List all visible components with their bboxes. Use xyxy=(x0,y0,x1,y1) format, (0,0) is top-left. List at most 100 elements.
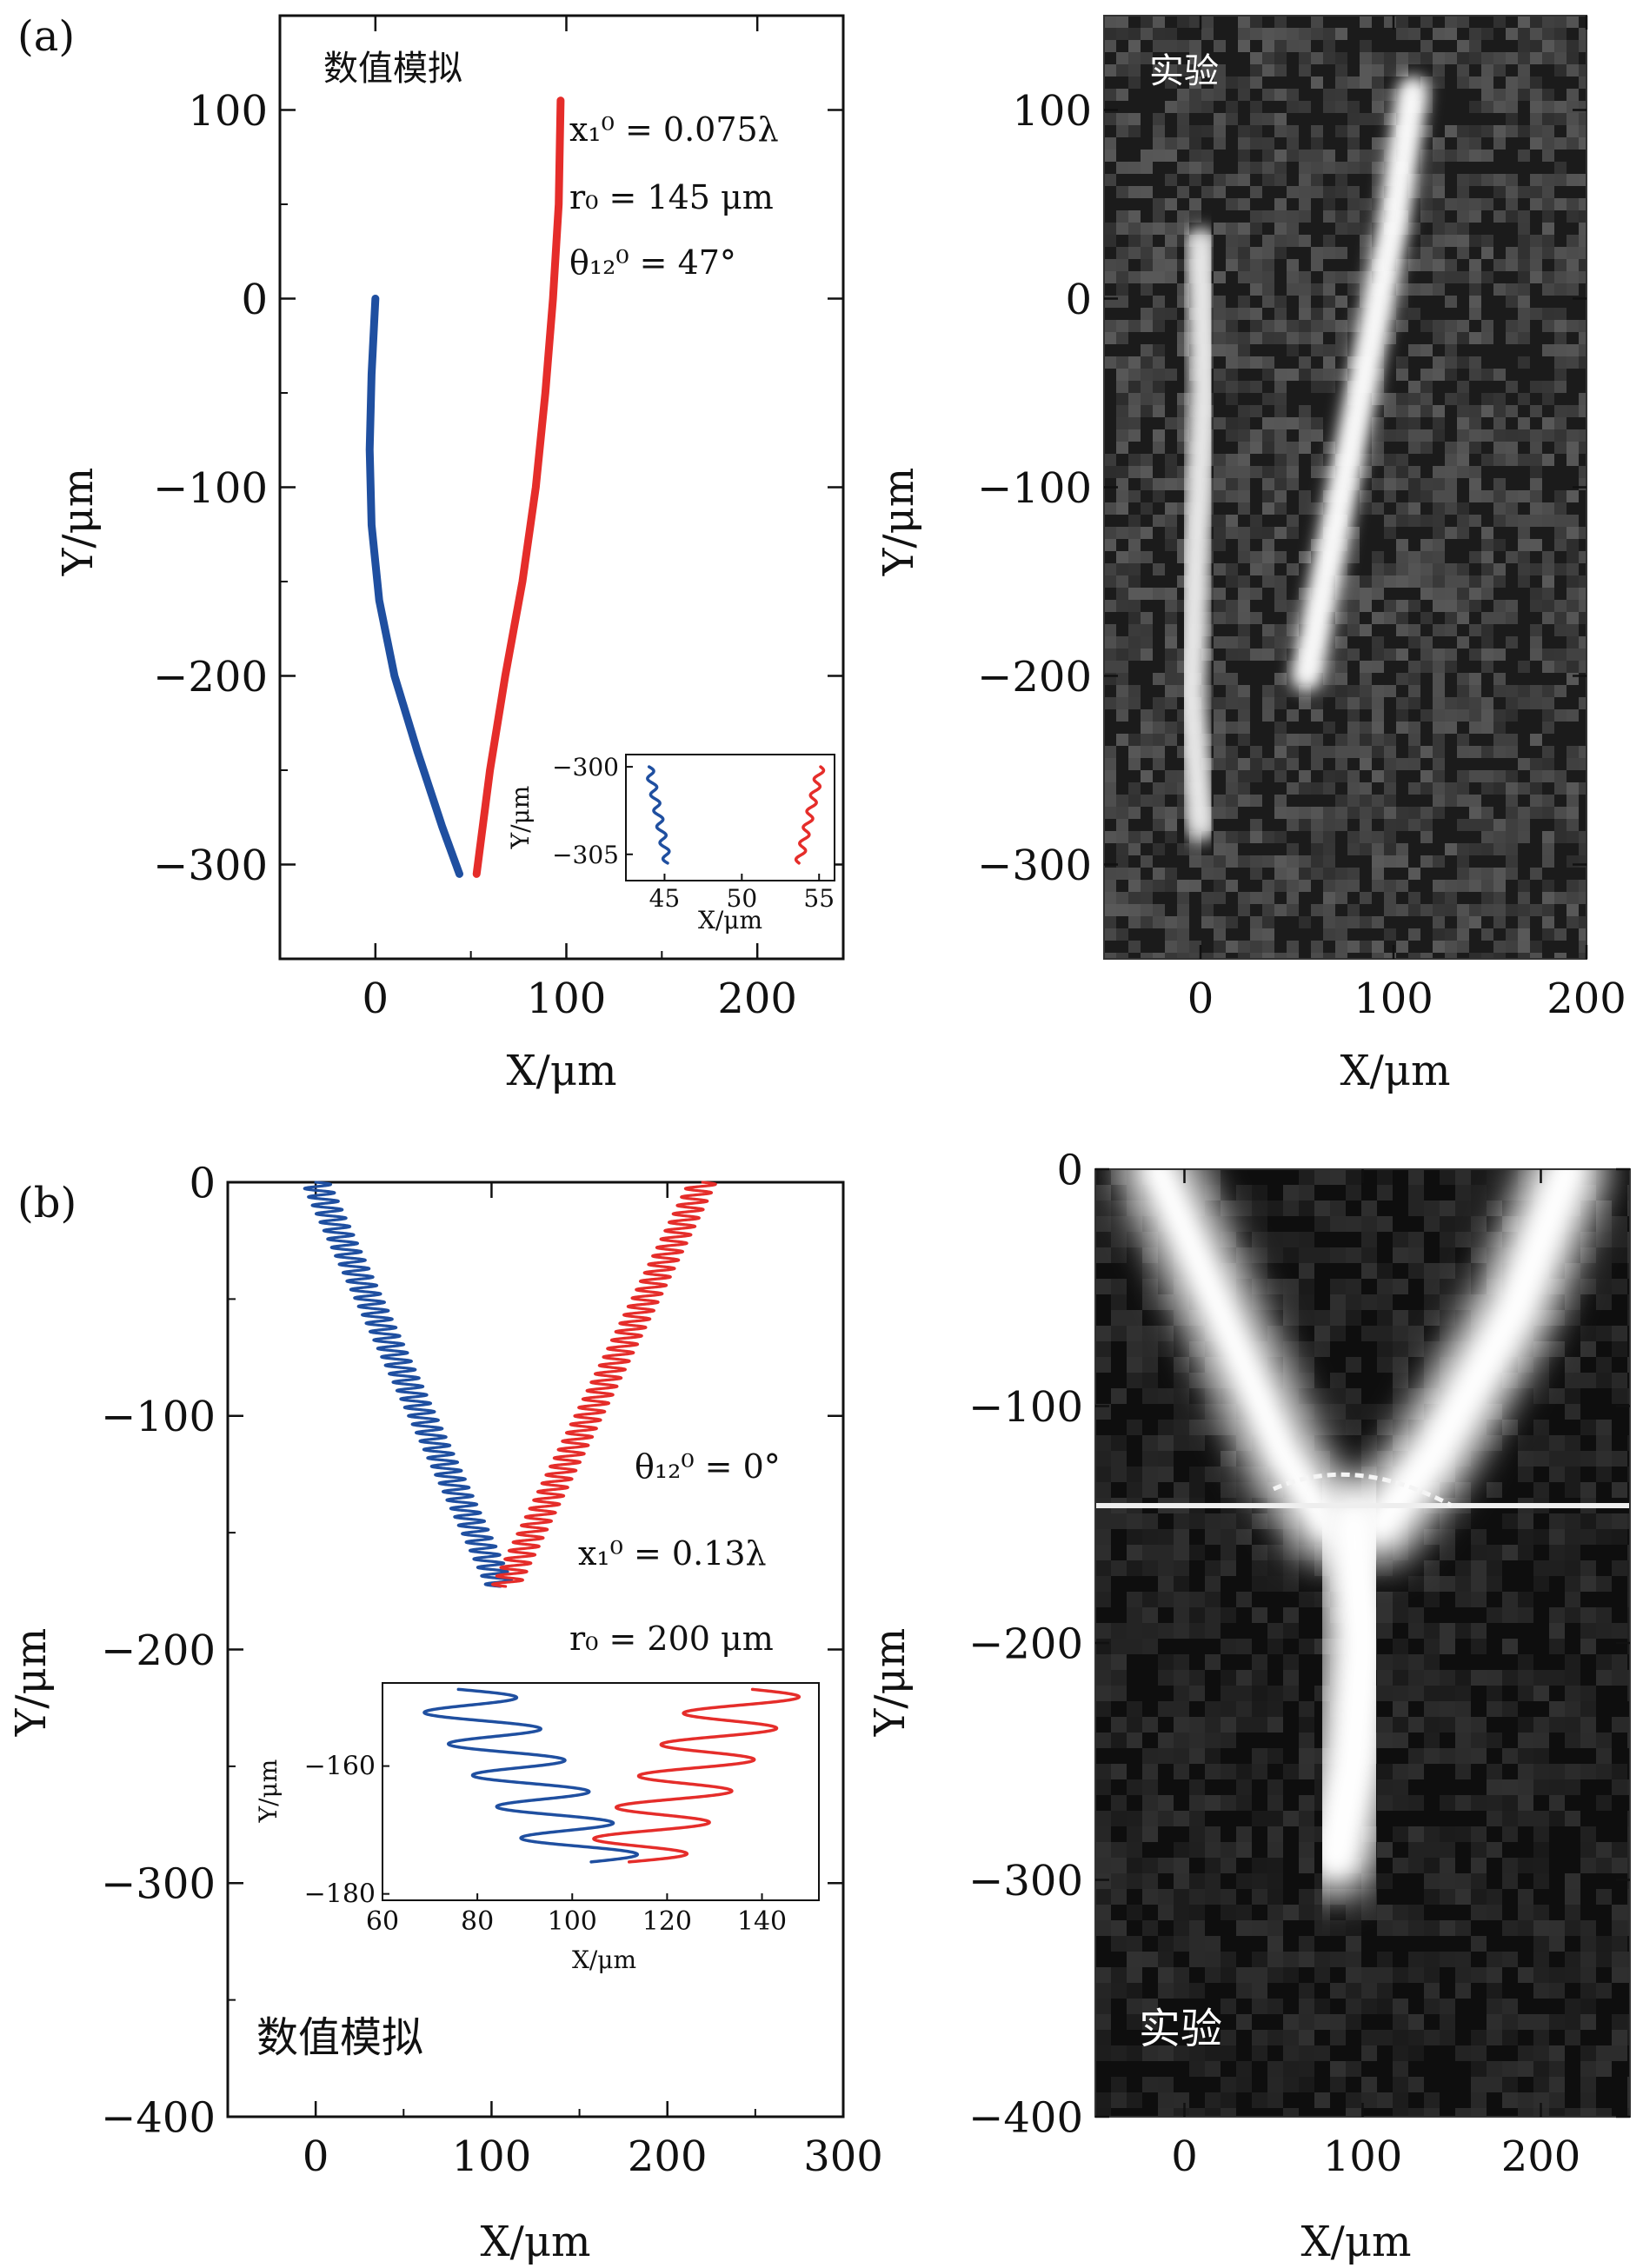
noise-pixel xyxy=(1189,2030,1205,2045)
noise-pixel xyxy=(1471,1216,1487,1232)
noise-pixel xyxy=(1567,64,1579,76)
noise-pixel xyxy=(1408,466,1420,478)
noise-pixel xyxy=(1493,685,1506,697)
noise-pixel xyxy=(1095,1357,1111,1373)
noise-pixel xyxy=(1104,137,1116,150)
noise-pixel xyxy=(1533,1905,1549,1920)
noise-pixel xyxy=(1226,855,1238,868)
noise-pixel xyxy=(1262,502,1274,515)
noise-pixel xyxy=(1567,648,1579,661)
noise-pixel xyxy=(1287,563,1299,575)
noise-pixel xyxy=(1335,892,1347,904)
noise-pixel xyxy=(1440,1701,1455,1717)
series-line-beam-1 xyxy=(303,1181,514,1588)
noise-pixel xyxy=(1323,442,1335,454)
noise-pixel xyxy=(1128,685,1141,697)
noise-pixel xyxy=(1153,442,1165,454)
noise-pixel xyxy=(1533,1920,1549,1936)
noise-pixel xyxy=(1252,1247,1267,1263)
noise-pixel xyxy=(1141,795,1153,807)
noise-pixel xyxy=(1141,527,1153,539)
noise-pixel xyxy=(1174,2108,1189,2117)
noise-pixel xyxy=(1580,1513,1596,1529)
noise-pixel xyxy=(1095,1545,1111,1560)
noise-pixel xyxy=(1455,1169,1471,1185)
noise-pixel xyxy=(1346,1905,1361,1920)
noise-pixel xyxy=(1579,405,1586,417)
noise-pixel xyxy=(1596,2045,1612,2061)
noise-pixel xyxy=(1481,831,1493,843)
noise-pixel xyxy=(1252,1983,1267,1999)
noise-pixel xyxy=(1457,527,1469,539)
noise-pixel xyxy=(1142,1341,1158,1357)
noise-pixel xyxy=(1372,661,1384,673)
noise-pixel xyxy=(1127,1999,1142,2014)
y-tick-label: 0 xyxy=(241,276,268,324)
noise-pixel xyxy=(1214,271,1226,283)
noise-pixel xyxy=(1445,125,1457,137)
noise-pixel xyxy=(1205,1420,1221,1435)
noise-pixel xyxy=(1095,1983,1111,1999)
noise-pixel xyxy=(1518,1654,1533,1670)
noise-pixel xyxy=(1287,953,1299,959)
noise-pixel xyxy=(1433,758,1445,770)
noise-pixel xyxy=(1530,113,1542,125)
noise-pixel xyxy=(1567,624,1579,636)
noise-pixel xyxy=(1205,1607,1221,1623)
noise-pixel xyxy=(1530,697,1542,709)
noise-pixel xyxy=(1384,758,1396,770)
noise-pixel xyxy=(1158,1701,1174,1717)
noise-pixel xyxy=(1457,746,1469,758)
noise-pixel xyxy=(1262,417,1274,429)
noise-pixel xyxy=(1542,429,1554,442)
noise-pixel xyxy=(1299,1232,1314,1247)
noise-pixel xyxy=(1396,673,1408,685)
noise-pixel xyxy=(1335,697,1347,709)
noise-pixel xyxy=(1493,868,1506,880)
noise-pixel xyxy=(1549,1795,1565,1811)
noise-pixel xyxy=(1346,1279,1361,1294)
noise-pixel xyxy=(1567,636,1579,648)
noise-pixel xyxy=(1424,1717,1440,1733)
noise-pixel xyxy=(1267,1999,1283,2014)
noise-pixel xyxy=(1469,283,1481,296)
noise-pixel xyxy=(1530,624,1542,636)
noise-pixel xyxy=(1487,1482,1502,1498)
noise-pixel xyxy=(1372,89,1384,101)
noise-pixel xyxy=(1518,429,1530,442)
noise-pixel xyxy=(1311,52,1323,64)
noise-pixel xyxy=(1433,588,1445,600)
noise-pixel xyxy=(1393,2045,1408,2061)
noise-pixel xyxy=(1104,831,1116,843)
noise-pixel xyxy=(1481,539,1493,551)
noise-pixel xyxy=(1471,1733,1487,1748)
noise-pixel xyxy=(1347,831,1360,843)
noise-pixel xyxy=(1205,1701,1221,1717)
noise-pixel xyxy=(1433,174,1445,186)
noise-pixel xyxy=(1393,1764,1408,1779)
noise-pixel xyxy=(1214,673,1226,685)
inset-y-tick-label: −300 xyxy=(552,753,619,781)
noise-pixel xyxy=(1236,1795,1252,1811)
noise-pixel xyxy=(1471,2092,1487,2108)
noise-pixel xyxy=(1311,953,1323,959)
noise-pixel xyxy=(1346,1404,1361,1420)
noise-pixel xyxy=(1287,478,1299,490)
noise-pixel xyxy=(1116,223,1128,235)
noise-pixel xyxy=(1158,1936,1174,1952)
noise-pixel xyxy=(1274,40,1287,52)
noise-pixel xyxy=(1236,1701,1252,1717)
noise-pixel xyxy=(1420,320,1433,332)
noise-pixel xyxy=(1283,2030,1299,2045)
noise-pixel xyxy=(1299,210,1311,223)
noise-pixel xyxy=(1158,1326,1174,1341)
noise-pixel xyxy=(1221,1858,1236,1873)
noise-pixel xyxy=(1408,2108,1424,2117)
noise-pixel xyxy=(1141,259,1153,271)
noise-pixel xyxy=(1457,855,1469,868)
noise-pixel xyxy=(1267,1779,1283,1795)
noise-pixel xyxy=(1518,1858,1533,1873)
noise-pixel xyxy=(1214,722,1226,734)
noise-pixel xyxy=(1311,150,1323,162)
noise-pixel xyxy=(1455,1623,1471,1639)
